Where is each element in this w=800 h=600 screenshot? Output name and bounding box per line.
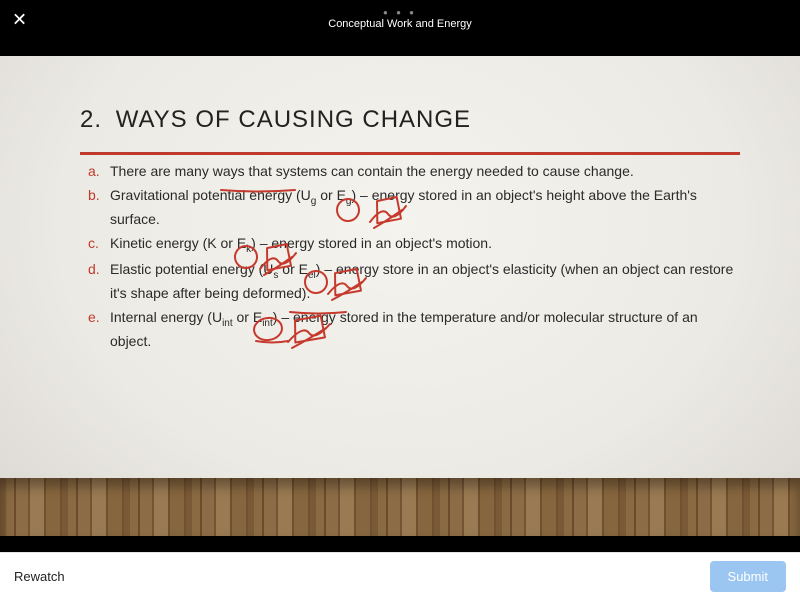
list-item-label: e.: [80, 307, 110, 353]
rewatch-button[interactable]: Rewatch: [14, 569, 65, 584]
slide-content: 2. WAYS OF CAUSING CHANGE a.There are ma…: [80, 106, 740, 355]
list-item: c.Kinetic energy (K or Ek) – energy stor…: [80, 233, 740, 257]
page-title: Conceptual Work and Energy: [328, 18, 472, 30]
list-item: a.There are many ways that systems can c…: [80, 161, 740, 183]
slide-heading-text: WAYS OF CAUSING CHANGE: [116, 106, 471, 133]
drag-handle-icon[interactable]: ● ● ●: [383, 10, 417, 16]
list-item-body: Kinetic energy (K or Ek) – energy stored…: [110, 233, 740, 257]
list-item-body: Internal energy (Uint or Eint) – energy …: [110, 307, 740, 353]
title-bar: ✕ ● ● ● Conceptual Work and Energy: [0, 0, 800, 40]
slide-list: a.There are many ways that systems can c…: [80, 161, 740, 353]
list-item-body: Elastic potential energy (Us or Eel) – e…: [110, 259, 740, 305]
heading-rule: [80, 152, 740, 155]
list-item-label: b.: [80, 185, 110, 231]
list-item-label: a.: [80, 161, 110, 183]
slide: 2. WAYS OF CAUSING CHANGE a.There are ma…: [0, 56, 800, 536]
list-item: e.Internal energy (Uint or Eint) – energ…: [80, 307, 740, 353]
bottom-bar: Rewatch Submit: [0, 552, 800, 600]
list-item-body: Gravitational potential energy (Ug or Eg…: [110, 185, 740, 231]
slide-heading: 2. WAYS OF CAUSING CHANGE: [80, 106, 740, 134]
close-icon[interactable]: ✕: [12, 10, 27, 31]
list-item: b.Gravitational potential energy (Ug or …: [80, 185, 740, 231]
list-item: d.Elastic potential energy (Us or Eel) –…: [80, 259, 740, 305]
slide-heading-number: 2.: [80, 106, 102, 133]
slide-floor: [0, 478, 800, 536]
list-item-body: There are many ways that systems can con…: [110, 161, 740, 183]
submit-button[interactable]: Submit: [710, 561, 786, 592]
list-item-label: c.: [80, 233, 110, 257]
video-area: 2. WAYS OF CAUSING CHANGE a.There are ma…: [0, 40, 800, 552]
list-item-label: d.: [80, 259, 110, 305]
